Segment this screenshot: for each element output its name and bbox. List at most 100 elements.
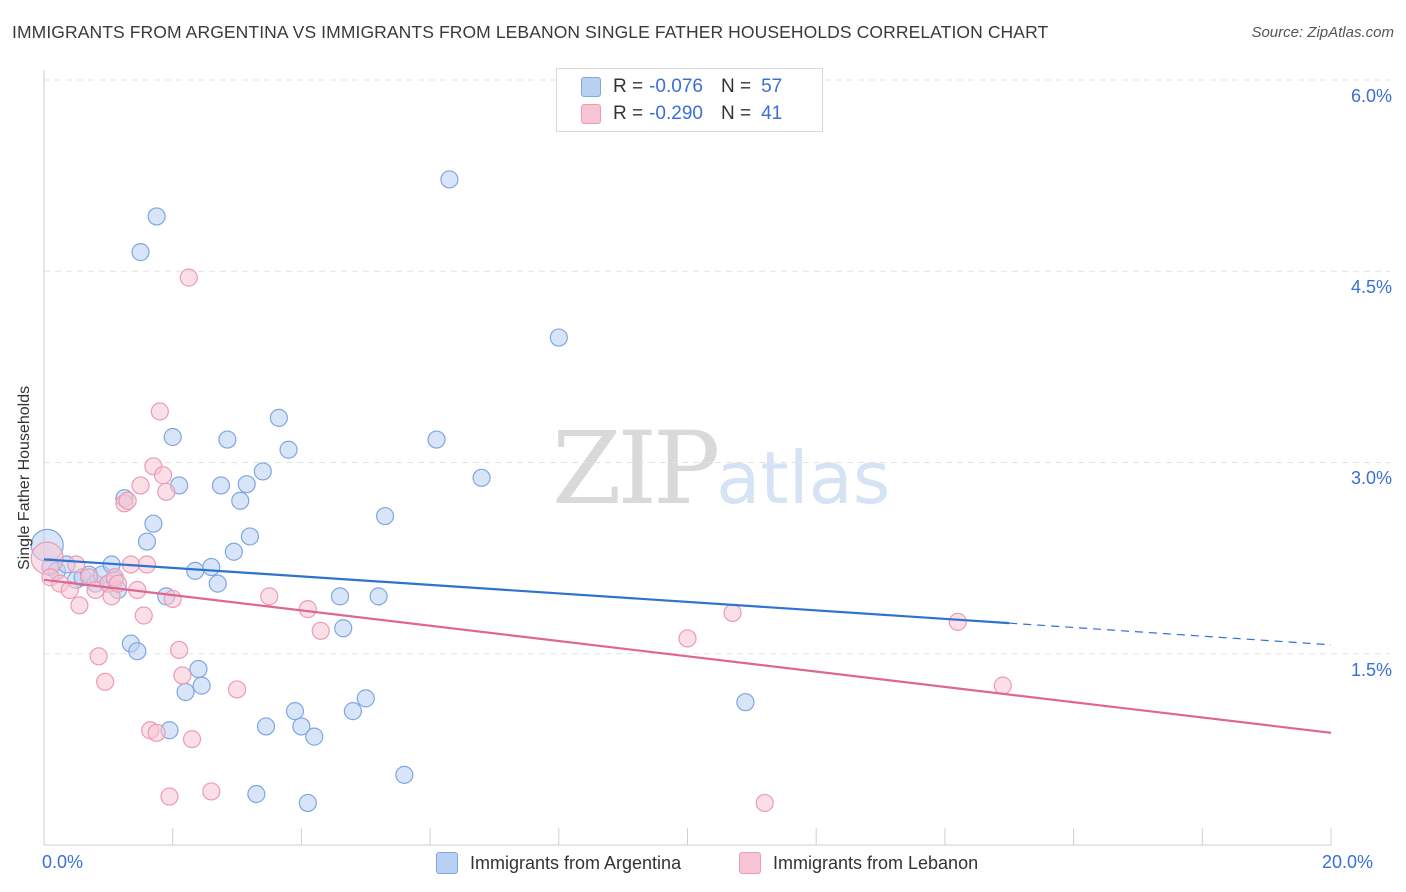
lebanon-point [150,402,169,421]
lebanon-point [137,555,157,574]
lebanon-point [179,268,198,287]
argentina-point [269,408,288,427]
trend-lines [43,558,1332,734]
lebanon-point [993,676,1012,695]
argentina-swatch [581,77,601,97]
argentina-point [369,587,388,606]
lebanon-point [96,672,115,691]
lebanon-swatch [581,104,601,124]
r-value: -0.290 [649,103,703,124]
lebanon-point [160,787,179,806]
argentina-point [189,659,208,679]
legend-item-lebanon[interactable]: Immigrants from Lebanon [739,852,978,874]
lebanon-point [118,491,137,510]
n-value: 41 [761,103,783,124]
argentina-point [247,784,266,804]
lebanon-point [60,580,79,600]
lebanon-point [153,466,173,485]
argentina-point [237,475,256,494]
argentina-point [224,542,243,561]
lebanon-point [157,482,176,501]
y-axis-label: Single Father Households [16,385,33,570]
argentina-point [208,574,227,593]
lebanon-point [131,476,150,495]
argentina-point [305,727,324,746]
stats-row-lebanon: R = -0.290 N = 41 [581,102,782,126]
argentina-point [253,462,272,481]
stats-legend: R = -0.076 N = 57 R = -0.290 N = 41 [556,68,823,132]
argentina-point [330,587,350,606]
argentina-point [211,476,231,495]
lebanon-point [755,793,774,813]
argentina-point [298,793,317,813]
argentina-point [285,702,305,721]
lebanon-trend-line [43,578,1332,734]
argentina-point [279,440,298,459]
watermark-zip: ZIP [552,410,720,527]
argentina-point [218,430,237,449]
argentina-point [202,557,221,577]
x-tick-label-min: 0.0% [42,852,84,872]
watermark-atlas: atlas [716,436,891,520]
lebanon-point [260,587,279,606]
legend-item-argentina[interactable]: Immigrants from Argentina [436,852,681,874]
source-credit: Source: ZipAtlas.com [1251,24,1394,41]
lebanon-point [311,621,330,640]
y-tick-label: 3.0% [1350,468,1392,488]
r-value: -0.076 [649,76,703,97]
n-label: N = [720,76,752,97]
r-label: R = [613,103,644,124]
argentina-point [356,689,375,708]
chart-title: IMMIGRANTS FROM ARGENTINA VS IMMIGRANTS … [12,22,1049,42]
argentina-point [472,468,491,487]
argentina-point [395,765,414,784]
lebanon-point [678,629,697,648]
argentina-trend-line [43,558,1010,625]
argentina-trend-extension [1009,622,1332,646]
n-label: N = [720,103,752,124]
lebanon-point [202,782,221,801]
argentina-point [440,170,459,189]
lebanon-point [163,589,182,609]
argentina-point [375,506,395,526]
argentina-point [427,430,446,449]
argentina-point [192,676,211,695]
argentina-point [131,243,150,262]
y-tick-label: 6.0% [1350,86,1392,106]
argentina-point [736,693,755,712]
argentina-point [144,514,163,533]
legend-label: Immigrants from Lebanon [773,852,979,873]
lebanon-point [227,680,247,699]
gridlines [44,79,1390,655]
lebanon-point [182,730,202,749]
y-tick-label: 1.5% [1350,660,1392,680]
argentina-point [137,532,157,551]
axes [43,70,1332,846]
argentina-legend-swatch [436,852,458,874]
lebanon-legend-swatch [739,852,761,874]
lebanon-point [67,555,86,574]
lebanon-point [89,647,108,666]
x-tick-label-max: 20.0% [1322,852,1374,872]
series-legend: Immigrants from Argentina Immigrants fro… [0,852,1406,878]
argentina-point [240,527,260,546]
argentina-point [147,207,166,226]
argentina-point [128,642,147,661]
lebanon-point [147,723,166,742]
lebanon-point [70,596,89,615]
series-argentina-points [30,170,755,813]
watermark: ZIPatlas [552,410,890,527]
argentina-point [292,717,311,736]
lebanon-point [173,666,192,685]
lebanon-point [134,606,153,625]
y-tick-label: 4.5% [1350,277,1392,297]
lebanon-point [723,603,742,623]
argentina-point [176,682,195,702]
stats-row-argentina: R = -0.076 N = 57 [581,75,782,99]
n-value: 57 [761,76,783,97]
argentina-point [231,491,250,510]
argentina-point [334,619,353,638]
argentina-point [549,328,568,347]
argentina-point [343,702,362,721]
